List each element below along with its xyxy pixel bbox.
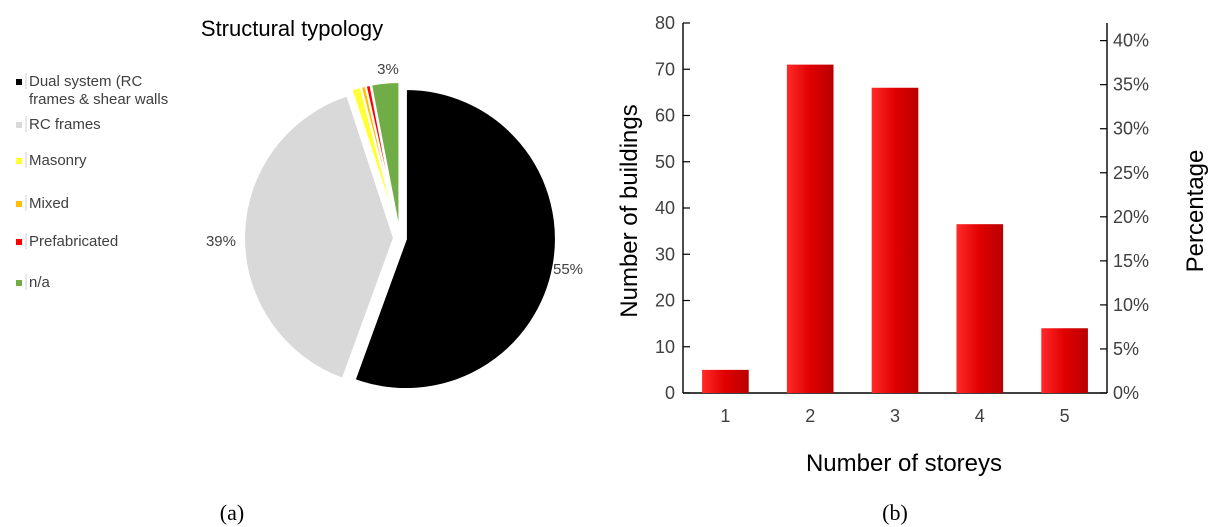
legend-swatch	[16, 122, 22, 128]
legend-item-prefabricated: Prefabricated	[16, 233, 118, 250]
panel-label-a: (a)	[220, 500, 244, 525]
x-tick-label: 1	[720, 406, 730, 426]
panel-label-b: (b)	[882, 500, 908, 525]
legend-swatch	[16, 239, 22, 245]
y-tick-label: 70	[655, 59, 675, 79]
pie-slices	[243, 81, 557, 391]
pie-slice-n-a	[369, 81, 401, 233]
y-tick-label: 30	[655, 244, 675, 264]
pie-value-label: 55%	[553, 261, 583, 278]
legend-swatch	[16, 201, 22, 207]
y2-tick-label: 35%	[1113, 75, 1149, 95]
bar-chart-y2-axis-title: Percentage	[1182, 150, 1209, 273]
bar-chart-tick-labels: 0 10 20 30 40 50 60 70 80 0% 5% 10% 15% 20% 25% 30% 35% 4…	[655, 13, 1149, 426]
y2-tick-label: 20%	[1113, 207, 1149, 227]
bar-storeys-3	[871, 87, 919, 393]
legend-item-mixed: Mixed	[16, 195, 69, 212]
legend-label: Dual system (RC frames & shear walls	[29, 73, 168, 108]
pie-value-label: 3%	[377, 61, 399, 78]
legend-label: RC frames	[29, 116, 101, 133]
y2-tick-label: 30%	[1113, 119, 1149, 139]
bar-storeys-2	[786, 64, 834, 393]
y2-tick-label: 10%	[1113, 295, 1149, 315]
x-tick-label: 5	[1060, 406, 1070, 426]
legend-label: n/a	[29, 274, 51, 291]
pie-value-labels: 55% 39% 3%	[206, 61, 583, 278]
bar-series	[702, 64, 1088, 393]
legend-item-rc-frames: RC frames	[16, 116, 101, 133]
legend-item-n-a: n/a	[16, 274, 51, 291]
legend-swatch	[16, 158, 22, 164]
pie-slice-rc-frames	[243, 94, 396, 381]
legend-swatch	[16, 280, 22, 286]
y-tick-label: 50	[655, 152, 675, 172]
y2-tick-label: 5%	[1113, 339, 1139, 359]
legend-item-masonry: Masonry	[16, 152, 87, 169]
y2-tick-label: 40%	[1113, 31, 1149, 51]
y-tick-label: 20	[655, 291, 675, 311]
y2-tick-label: 25%	[1113, 163, 1149, 183]
y2-tick-label: 0%	[1113, 383, 1139, 403]
bar-chart-x-axis-title: Number of storeys	[806, 450, 1002, 477]
bar-chart-y-axis-title: Number of buildings	[616, 104, 643, 317]
pie-chart-title: Structural typology	[201, 16, 383, 41]
pie-value-label: 39%	[206, 233, 236, 250]
y-tick-label: 80	[655, 13, 675, 33]
pie-chart-panel: Structural typology 55% 39% 3% Dual system…	[16, 16, 583, 525]
x-tick-label: 4	[975, 406, 985, 426]
legend-label: Prefabricated	[29, 233, 118, 250]
bar-chart-panel: 0 10 20 30 40 50 60 70 80 0% 5% 10% 15% 20% 25% 30% 35% 4…	[616, 13, 1209, 525]
bar-storeys-4	[956, 224, 1004, 393]
legend-item-dual-system-rc-frames-shear-walls: Dual system (RC frames & shear walls	[16, 73, 168, 108]
y-tick-label: 40	[655, 198, 675, 218]
pie-slice-dual-system-rc-frames-shear-walls	[353, 88, 557, 391]
bar-storeys-1	[702, 369, 749, 393]
y-tick-label: 60	[655, 106, 675, 126]
y2-tick-label: 15%	[1113, 251, 1149, 271]
x-tick-label: 2	[805, 406, 815, 426]
legend-label: Mixed	[29, 195, 69, 212]
pie-legend: Dual system (RC frames & shear walls RC fr…	[16, 73, 168, 291]
y-tick-label: 0	[665, 383, 675, 403]
legend-label: Masonry	[29, 152, 87, 169]
x-tick-label: 3	[890, 406, 900, 426]
y-tick-label: 10	[655, 337, 675, 357]
legend-swatch	[16, 79, 22, 85]
bar-storeys-5	[1041, 328, 1088, 393]
